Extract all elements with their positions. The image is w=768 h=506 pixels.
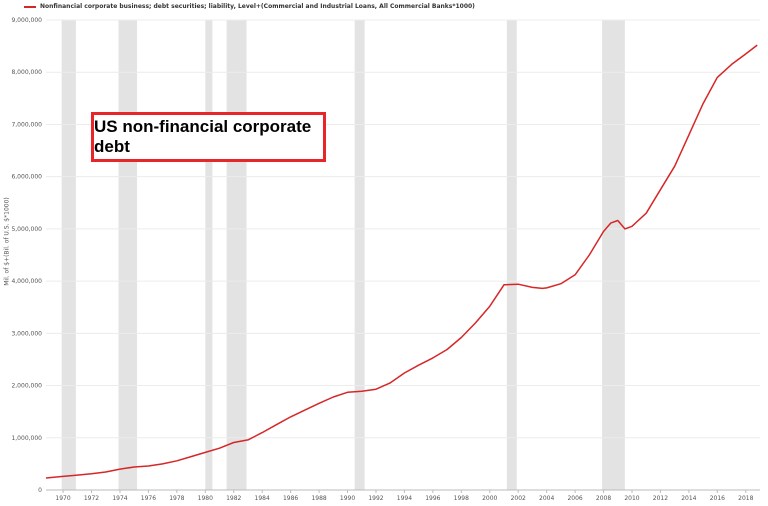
y-tick-label: 0: [38, 487, 42, 494]
x-tick-label: 2014: [681, 495, 696, 502]
annotation-text: US non-financial corporate debt: [94, 117, 312, 156]
x-tick-label: 2018: [738, 495, 753, 502]
x-tick-label: 1990: [340, 495, 355, 502]
y-tick-label: 8,000,000: [11, 69, 42, 76]
y-tick-label: 6,000,000: [11, 174, 42, 181]
x-tick-label: 1970: [55, 495, 70, 502]
x-tick-label: 1982: [226, 495, 241, 502]
gridlines: [46, 19, 760, 491]
x-tick-label: 2002: [511, 495, 526, 502]
x-tick-label: 2010: [624, 495, 639, 502]
x-tick-label: 1972: [84, 495, 99, 502]
x-tick-label: 2008: [596, 495, 611, 502]
y-tick-label: 9,000,000: [11, 17, 42, 24]
recession-shading: [61, 20, 625, 490]
recession-band: [205, 20, 213, 490]
x-tick-label: 1976: [141, 495, 156, 502]
y-tick-label: 1,000,000: [11, 435, 42, 442]
y-tick-label: 2,000,000: [11, 383, 42, 390]
x-tick-label: 2012: [653, 495, 668, 502]
recession-band: [602, 20, 625, 490]
y-tick-label: 3,000,000: [11, 330, 42, 337]
x-tick-label: 1978: [169, 495, 184, 502]
x-tick-label: 1988: [311, 495, 326, 502]
x-tick-label: 1984: [255, 495, 270, 502]
x-tick-label: 1974: [112, 495, 127, 502]
axes: 0 1,000,000 2,000,000 3,000,000 4,000,000 5,0…: [11, 17, 760, 502]
recession-band: [354, 20, 365, 490]
y-axis-label: Mil. of $+(Bil. of U.S. $*1000): [3, 197, 11, 286]
x-tick-label: 2000: [482, 495, 497, 502]
x-tick-label: 1980: [198, 495, 213, 502]
x-tick-label: 2004: [539, 495, 554, 502]
y-tick-label: 7,000,000: [11, 121, 42, 128]
x-tick-label: 1994: [397, 495, 412, 502]
y-tick-label: 5,000,000: [11, 226, 42, 233]
x-tick-label: 1992: [368, 495, 383, 502]
x-tick-label: 2016: [710, 495, 725, 502]
legend: Nonfinancial corporate business; debt se…: [24, 3, 475, 10]
y-tick-label: 4,000,000: [11, 278, 42, 285]
recession-band: [506, 20, 517, 490]
recession-band: [61, 20, 76, 490]
recession-band: [226, 20, 247, 490]
series-line: [45, 44, 758, 479]
x-tick-label: 1998: [454, 495, 469, 502]
series-layer: [45, 44, 758, 479]
recession-band: [118, 20, 138, 490]
legend-label: Nonfinancial corporate business; debt se…: [40, 3, 475, 10]
legend-swatch: [24, 5, 36, 8]
annotation-box: US non-financial corporate debt: [91, 112, 326, 162]
x-tick-label: 1986: [283, 495, 298, 502]
x-tick-label: 2006: [567, 495, 582, 502]
x-tick-label: 1996: [425, 495, 440, 502]
